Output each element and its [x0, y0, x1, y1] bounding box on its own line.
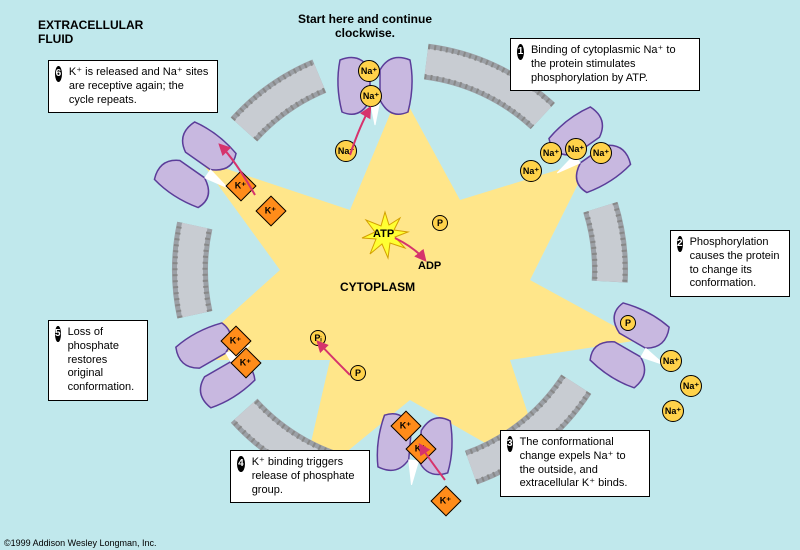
step-number: 3	[507, 436, 513, 452]
step-text: K⁺ is released and Na⁺ sites are recepti…	[69, 66, 211, 107]
step-text: Loss of phosphate restores original conf…	[68, 326, 141, 395]
step-number: 2	[677, 236, 683, 252]
step-number: 5	[55, 326, 61, 342]
cytoplasm-label: CYTOPLASM	[340, 280, 415, 294]
step-number: 4	[237, 456, 245, 472]
step-callout-2: 2 Phosphorylation causes the protein to c…	[670, 230, 790, 297]
step-text: Binding of cytoplasmic Na⁺ to the protei…	[531, 44, 693, 85]
step-callout-6: 6 K⁺ is released and Na⁺ sites are recept…	[48, 60, 218, 113]
step-callout-4: 4 K⁺ binding triggers release of phosphat…	[230, 450, 370, 503]
start-hint: Start here and continue clockwise.	[290, 12, 440, 40]
step-number: 1	[517, 44, 524, 60]
step-number: 6	[55, 66, 62, 82]
step-callout-3: 3 The conformational change expels Na⁺ to…	[500, 430, 650, 497]
step-callout-5: 5 Loss of phosphate restores original con…	[48, 320, 148, 401]
step-text: The conformational change expels Na⁺ to …	[520, 436, 643, 491]
copyright: ©1999 Addison Wesley Longman, Inc.	[4, 538, 157, 548]
step-text: Phosphorylation causes the protein to ch…	[690, 236, 783, 291]
step-callout-1: 1 Binding of cytoplasmic Na⁺ to the prote…	[510, 38, 700, 91]
extracellular-label: EXTRACELLULAR FLUID	[38, 18, 158, 46]
step-text: K⁺ binding triggers release of phosphate…	[252, 456, 363, 497]
